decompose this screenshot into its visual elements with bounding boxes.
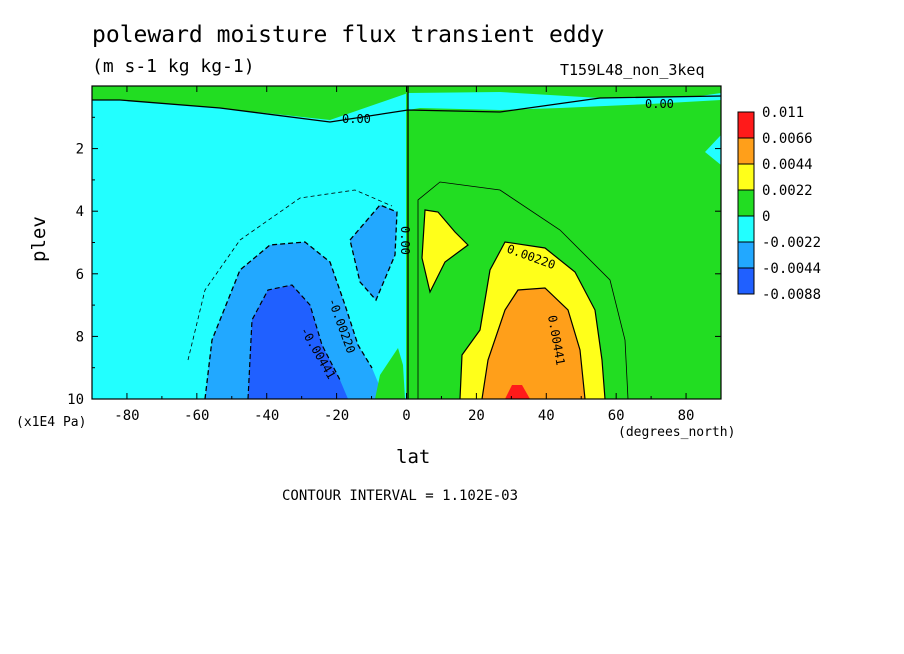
fill-region-sh-2 bbox=[350, 205, 397, 300]
colorbar-label: 0 bbox=[762, 209, 770, 225]
contour-label: 0.00 bbox=[342, 112, 371, 126]
colorbar-swatch bbox=[737, 137, 755, 165]
y-axis: 2 4 6 8 10 bbox=[67, 116, 721, 408]
y-tick-label: 8 bbox=[76, 329, 84, 345]
fill-region-nh-3 bbox=[482, 288, 585, 399]
colorbar: 0.011 0.0066 0.0044 0.0022 0 -0.0022 -0.0044 -0… bbox=[737, 105, 821, 303]
x-axis: -80 -60 -40 -20 0 20 40 60 80 bbox=[91, 86, 722, 424]
top-zero-contour bbox=[92, 95, 721, 123]
contour-label: 0.00 bbox=[645, 97, 674, 111]
x-tick-label: -40 bbox=[254, 408, 279, 424]
pos-contour-1 bbox=[459, 241, 606, 399]
x-tick-label: 80 bbox=[678, 408, 695, 424]
run-name: T159L48_non_3keq bbox=[560, 61, 705, 79]
colorbar-label: -0.0088 bbox=[762, 287, 821, 303]
colorbar-swatch bbox=[737, 267, 755, 295]
fill-region-edge-left bbox=[92, 135, 103, 155]
y-tick-label: 10 bbox=[67, 392, 84, 408]
chart-units: (m s-1 kg kg-1) bbox=[92, 56, 255, 77]
fill-region-edge-right bbox=[705, 135, 721, 165]
y-axis-units: (x1E4 Pa) bbox=[16, 415, 87, 430]
fill-region-top-cyan bbox=[408, 92, 721, 110]
x-tick-label: 60 bbox=[608, 408, 625, 424]
x-axis-label: lat bbox=[396, 446, 431, 468]
neg-contour-outer bbox=[187, 189, 393, 361]
fill-region-nh-1 bbox=[422, 210, 468, 292]
contour-interval-note: CONTOUR INTERVAL = 1.102E-03 bbox=[282, 488, 519, 504]
contour-label: 0.00 bbox=[398, 226, 412, 255]
x-tick-label: -80 bbox=[114, 408, 139, 424]
fill-region-south-pocket bbox=[375, 348, 405, 399]
colorbar-swatch bbox=[737, 189, 755, 217]
contour-lines bbox=[92, 86, 721, 399]
contour-fill bbox=[92, 86, 721, 399]
colorbar-label: -0.0022 bbox=[762, 235, 821, 251]
pos-contour-outer bbox=[417, 181, 629, 399]
colorbar-label: -0.0044 bbox=[762, 261, 821, 277]
colorbar-swatch bbox=[737, 241, 755, 269]
colorbar-label: 0.011 bbox=[762, 105, 804, 121]
y-tick-label: 4 bbox=[76, 204, 84, 220]
fill-region-sh-3 bbox=[248, 285, 348, 399]
neg-contour-2 bbox=[247, 284, 341, 399]
colorbar-label: 0.0022 bbox=[762, 183, 813, 199]
neg-contour-1 bbox=[204, 241, 373, 399]
colorbar-swatch bbox=[737, 215, 755, 243]
x-tick-label: 40 bbox=[538, 408, 555, 424]
chart-title: poleward moisture flux transient eddy bbox=[92, 22, 605, 48]
y-tick-label: 2 bbox=[76, 142, 84, 158]
x-tick-label: 0 bbox=[402, 408, 410, 424]
colorbar-label: 0.0044 bbox=[762, 157, 813, 173]
x-tick-label: -60 bbox=[184, 408, 209, 424]
neg-contour-3 bbox=[349, 204, 398, 302]
colorbar-swatch bbox=[737, 163, 755, 191]
y-tick-label: 6 bbox=[76, 267, 84, 283]
fill-region-nh-4 bbox=[505, 385, 530, 399]
pos-contour-2 bbox=[481, 287, 586, 399]
fill-region-top-band bbox=[92, 86, 721, 120]
colorbar-swatch bbox=[737, 111, 755, 139]
colorbar-label: 0.0066 bbox=[762, 131, 813, 147]
x-tick-label: -20 bbox=[324, 408, 349, 424]
pos-contour-3 bbox=[421, 209, 469, 294]
x-axis-units: (degrees_north) bbox=[618, 425, 736, 440]
x-tick-label: 20 bbox=[468, 408, 485, 424]
